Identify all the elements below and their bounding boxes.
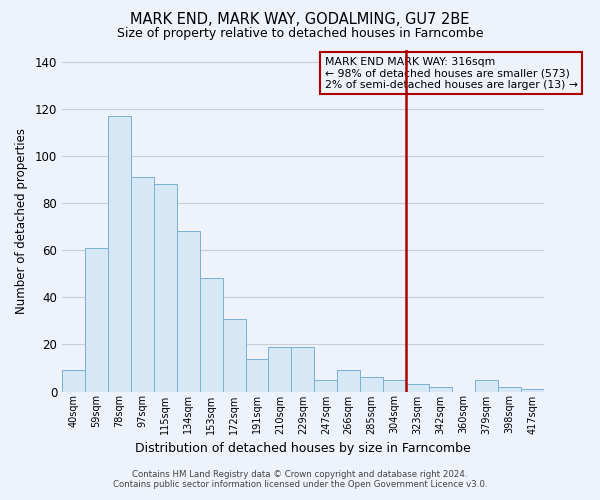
Bar xyxy=(131,177,154,392)
Text: Contains HM Land Registry data © Crown copyright and database right 2024.
Contai: Contains HM Land Registry data © Crown c… xyxy=(113,470,487,489)
Bar xyxy=(521,389,544,392)
Text: Size of property relative to detached houses in Farncombe: Size of property relative to detached ho… xyxy=(117,28,483,40)
Bar xyxy=(406,384,429,392)
Bar xyxy=(475,380,498,392)
Bar xyxy=(108,116,131,392)
Bar xyxy=(268,347,292,392)
Bar xyxy=(200,278,223,392)
Bar xyxy=(245,358,268,392)
Bar xyxy=(314,380,337,392)
Bar xyxy=(337,370,360,392)
Bar xyxy=(292,347,314,392)
Bar xyxy=(177,232,200,392)
Bar xyxy=(429,387,452,392)
Bar xyxy=(498,387,521,392)
X-axis label: Distribution of detached houses by size in Farncombe: Distribution of detached houses by size … xyxy=(135,442,471,455)
Bar xyxy=(62,370,85,392)
Bar xyxy=(383,380,406,392)
Bar xyxy=(85,248,108,392)
Bar xyxy=(154,184,177,392)
Y-axis label: Number of detached properties: Number of detached properties xyxy=(15,128,28,314)
Text: MARK END, MARK WAY, GODALMING, GU7 2BE: MARK END, MARK WAY, GODALMING, GU7 2BE xyxy=(130,12,470,28)
Text: MARK END MARK WAY: 316sqm
← 98% of detached houses are smaller (573)
2% of semi-: MARK END MARK WAY: 316sqm ← 98% of detac… xyxy=(325,57,578,90)
Bar xyxy=(223,318,245,392)
Bar xyxy=(360,378,383,392)
